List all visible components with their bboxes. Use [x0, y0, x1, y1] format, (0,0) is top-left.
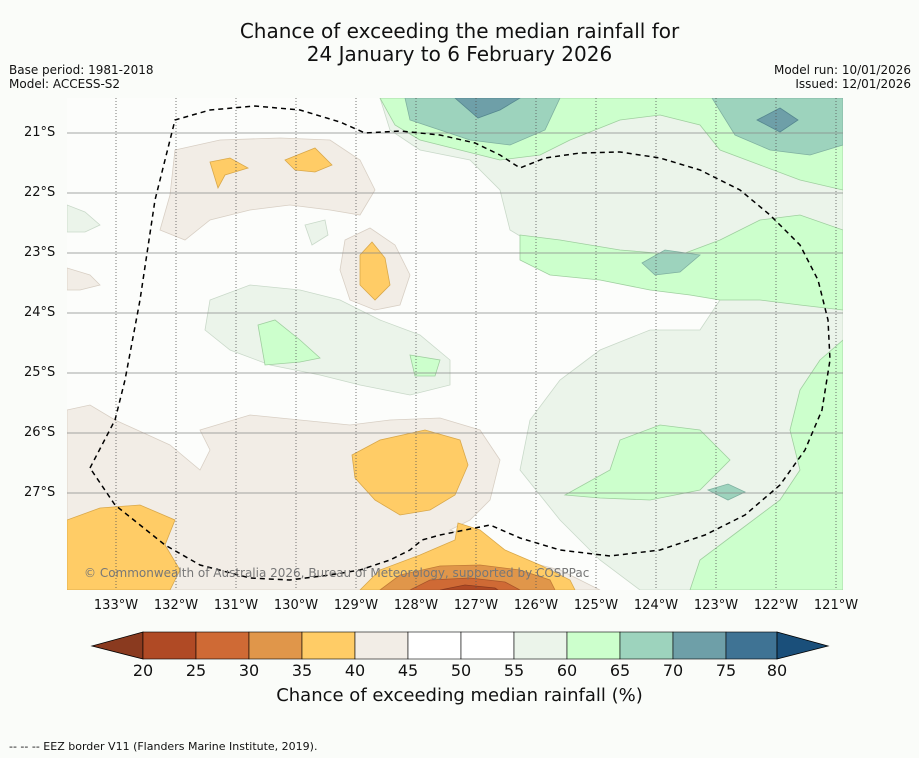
model-name: Model: ACCESS-S2	[9, 77, 121, 91]
colorbar-tick: 40	[344, 661, 366, 680]
base-period: Base period: 1981-2018	[9, 63, 154, 77]
region-25-30-bottom	[409, 577, 521, 590]
colorbar-bin	[566, 631, 621, 660]
rainfall-map	[67, 98, 843, 590]
colorbar-title: Chance of exceeding median rainfall (%)	[276, 685, 643, 706]
colorbar-bin	[725, 631, 778, 660]
region-55-60-west	[67, 204, 101, 233]
lon-label: 125°W	[573, 598, 619, 613]
issued-date: Issued: 12/01/2026	[795, 77, 911, 91]
colorbar-tick: 30	[238, 661, 260, 680]
lon-label: 131°W	[213, 598, 259, 613]
lon-label: 133°W	[93, 598, 139, 613]
lat-label: 27°S	[24, 485, 56, 500]
meta-right: Model run: 10/01/2026 Issued: 12/01/2026	[774, 63, 911, 91]
colorbar-tick: 20	[132, 661, 154, 680]
colorbar-tick: 35	[291, 661, 313, 680]
colorbar-tick: 25	[185, 661, 207, 680]
region-65-70-se	[706, 483, 746, 501]
region-35-40-sw	[67, 504, 181, 590]
colorbar-tick: 45	[397, 661, 419, 680]
lon-label: 132°W	[153, 598, 199, 613]
colorbar-tick: 75	[715, 661, 737, 680]
region-55-60-center	[204, 284, 451, 396]
region-60-65-se	[563, 339, 843, 590]
colorbar-tick: 80	[766, 661, 788, 680]
colorbar-bin	[142, 631, 197, 660]
colorbar-bin	[248, 631, 303, 660]
eez-legend: -- -- -- EEZ border V11 (Flanders Marine…	[9, 740, 318, 753]
lon-label: 122°W	[753, 598, 799, 613]
colorbar-bin	[301, 631, 356, 660]
lat-label: 25°S	[24, 365, 56, 380]
eez-border	[89, 105, 831, 581]
lat-label: 24°S	[24, 305, 56, 320]
title-line-2: 24 January to 6 February 2026	[306, 42, 613, 66]
lon-label: 123°W	[693, 598, 739, 613]
region-20-25-bottom	[439, 584, 499, 590]
colorbar-tick: 60	[556, 661, 578, 680]
colorbar-tick: 65	[609, 661, 631, 680]
colorbar-bin	[513, 631, 568, 660]
colorbar-bin	[672, 631, 727, 660]
lon-label: 127°W	[453, 598, 499, 613]
lon-label: 121°W	[813, 598, 859, 613]
region-70-75-ne	[756, 107, 799, 133]
lon-label: 128°W	[393, 598, 439, 613]
region-60-65-small	[409, 354, 441, 377]
region-35-40-center	[359, 241, 391, 301]
title-line-1: Chance of exceeding the median rainfall …	[239, 19, 680, 43]
colorbar-tick: 70	[662, 661, 684, 680]
colorbar-bin	[460, 631, 515, 660]
graticule	[115, 98, 837, 590]
lat-label: 26°S	[24, 425, 56, 440]
colorbar-bin	[354, 631, 409, 660]
copyright-text: © Commonwealth of Australia 2026, Bureau…	[84, 566, 590, 580]
colorbar-tick: 55	[503, 661, 525, 680]
region-35-40-north-b	[284, 147, 333, 173]
colorbar-tick: 50	[450, 661, 472, 680]
region-55-60-east	[379, 98, 843, 590]
region-40-45-west	[67, 267, 101, 291]
lon-label: 130°W	[273, 598, 319, 613]
colorbar-bin	[195, 631, 250, 660]
meta-left: Base period: 1981-2018 Model: ACCESS-S2	[9, 63, 154, 91]
region-60-65-center	[257, 319, 321, 366]
lon-label: 124°W	[633, 598, 679, 613]
region-35-40-north-a	[209, 157, 250, 190]
region-55-60-small	[304, 219, 329, 246]
colorbar-bin	[619, 631, 674, 660]
lat-label: 22°S	[24, 185, 56, 200]
region-65-70-mid	[641, 249, 701, 276]
colorbar-under-arrow	[90, 631, 144, 660]
lat-label: 23°S	[24, 245, 56, 260]
model-run: Model run: 10/01/2026	[773, 63, 911, 77]
colorbar	[90, 631, 830, 660]
colorbar-over-arrow	[776, 631, 830, 660]
lat-label: 21°S	[24, 125, 56, 140]
colorbar-bin	[407, 631, 462, 660]
lon-label: 129°W	[333, 598, 379, 613]
lon-label: 126°W	[513, 598, 559, 613]
region-70-75-north	[454, 98, 521, 119]
